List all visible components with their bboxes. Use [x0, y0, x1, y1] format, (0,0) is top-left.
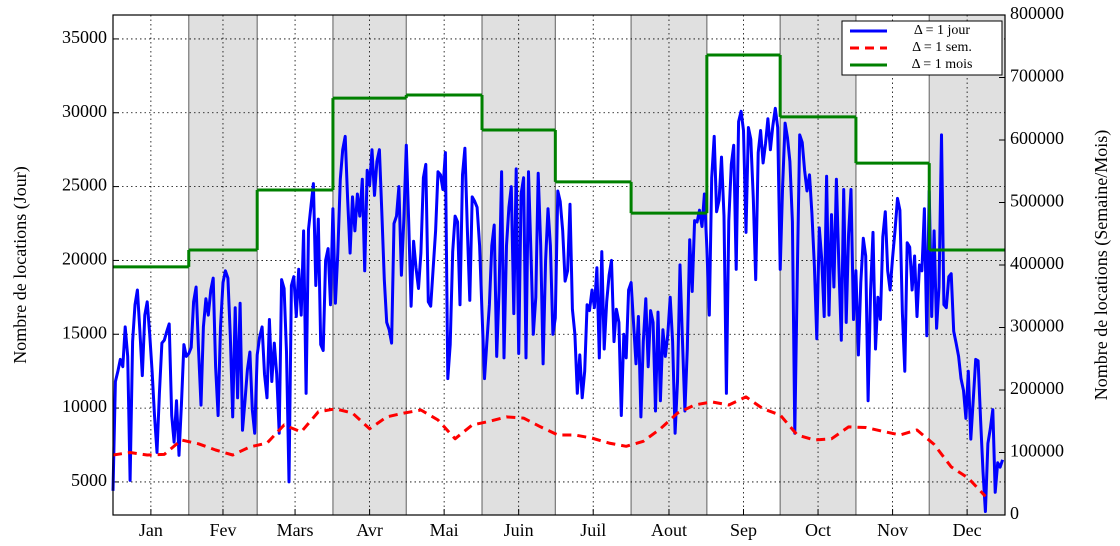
x-tick-label: Nov	[877, 520, 908, 540]
y-tick-label: 10000	[62, 396, 107, 416]
plot-frame	[112, 14, 1006, 516]
x-tick-label: Dec	[953, 520, 982, 540]
x-tick-label: Juin	[504, 520, 534, 540]
y2-tick-label: 400000	[1010, 253, 1064, 273]
series-line	[111, 106, 1005, 513]
month-band	[332, 15, 407, 515]
y2-tick-label: 100000	[1010, 441, 1064, 461]
x-tick-label: Mars	[277, 520, 314, 540]
y2-tick-label: 600000	[1010, 128, 1064, 148]
legend-label: Δ = 1 mois	[912, 57, 973, 72]
x-tick-label: Juil	[580, 520, 606, 540]
y-tick-label: 25000	[62, 175, 107, 195]
y2-tick-label: 500000	[1010, 191, 1064, 211]
month-band	[188, 15, 258, 515]
x-tick-label: Sep	[730, 520, 757, 540]
series-line	[112, 395, 987, 498]
y2-tick-label: 700000	[1010, 66, 1064, 86]
y2-tick-label: 0	[1010, 503, 1019, 523]
y-axis-title: Nombre de locations (Jour)	[10, 166, 31, 363]
x-tick-label: Oct	[805, 520, 831, 540]
y2-axis-title: Nombre de locations (Semaine/Mois)	[1091, 130, 1112, 400]
x-tick-label: Aout	[651, 520, 687, 540]
x-tick-label: Mai	[430, 520, 459, 540]
y2-tick-label: 200000	[1010, 378, 1064, 398]
x-tick-label: Jan	[139, 520, 163, 540]
y2-tick-label: 800000	[1010, 3, 1064, 23]
y-tick-label: 30000	[62, 101, 107, 121]
legend-label: Δ = 1 sem.	[912, 40, 972, 55]
x-tick-label: Fev	[209, 520, 236, 540]
y-tick-label: 5000	[71, 470, 107, 490]
legend-label: Δ = 1 jour	[914, 23, 971, 38]
y-tick-label: 20000	[62, 249, 107, 269]
y-tick-label: 35000	[62, 27, 107, 47]
x-tick-label: Avr	[356, 520, 383, 540]
y-tick-label: 15000	[62, 322, 107, 342]
y2-tick-label: 300000	[1010, 316, 1064, 336]
